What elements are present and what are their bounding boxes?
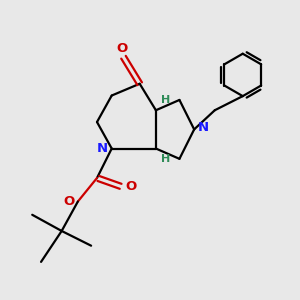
Text: O: O — [64, 195, 75, 208]
Text: H: H — [161, 95, 170, 105]
Text: O: O — [125, 180, 136, 193]
Text: O: O — [116, 42, 128, 55]
Text: H: H — [161, 154, 170, 164]
Text: N: N — [97, 142, 108, 155]
Text: N: N — [198, 122, 209, 134]
